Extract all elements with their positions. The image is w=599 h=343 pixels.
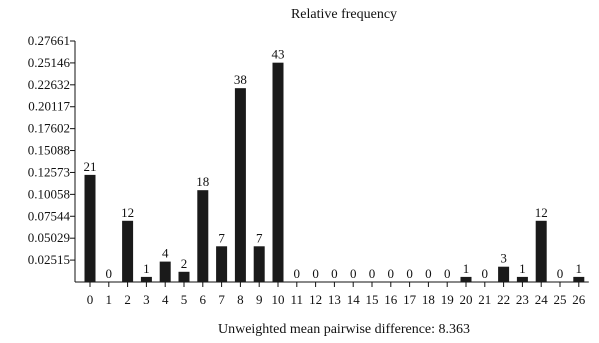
x-tick-label: 7 <box>218 292 225 307</box>
x-tick-label: 17 <box>403 292 417 307</box>
bar-count-label: 0 <box>557 266 564 281</box>
bar-count-label: 0 <box>482 266 489 281</box>
y-axis: 0.02515 0.05029 0.07544 0.10058 0.12573 0.150… <box>28 33 76 282</box>
bar <box>573 276 585 282</box>
x-tick-label: 2 <box>124 292 131 307</box>
x-tick-label: 6 <box>200 292 207 307</box>
x-tick-label: 1 <box>106 292 113 307</box>
bar-count-label: 7 <box>256 230 263 245</box>
bar-count-label: 4 <box>162 246 169 261</box>
y-tick-label: 0.07544 <box>28 208 71 223</box>
bar-count-label: 0 <box>350 266 357 281</box>
bar <box>498 266 510 282</box>
bar-count-label: 0 <box>444 266 451 281</box>
x-tick-label: 19 <box>441 292 454 307</box>
bars <box>84 62 585 282</box>
bar-count-label: 12 <box>535 205 548 220</box>
x-tick-label: 0 <box>87 292 94 307</box>
bar-count-label: 1 <box>576 261 583 276</box>
bar-count-label: 43 <box>272 47 285 62</box>
bar <box>216 246 228 282</box>
bar-count-label: 0 <box>106 266 113 281</box>
x-tick-label: 23 <box>516 292 529 307</box>
bar-count-label: 0 <box>425 266 432 281</box>
x-tick-label: 4 <box>162 292 169 307</box>
bar <box>516 276 528 282</box>
bar <box>535 220 547 282</box>
bar-count-label: 18 <box>196 174 209 189</box>
x-tick-label: 24 <box>535 292 549 307</box>
x-tick-label: 18 <box>422 292 435 307</box>
x-axis-label: Unweighted mean pairwise difference: 8.3… <box>218 322 470 337</box>
x-tick-label: 9 <box>256 292 263 307</box>
bar-count-label: 0 <box>294 266 301 281</box>
bar <box>178 271 190 282</box>
x-axis: 0 1 2 3 4 5 6 7 8 9 10 11 12 13 14 15 16 17 18 19 20 21 22 23 24… <box>75 281 589 307</box>
bar <box>159 261 171 282</box>
bar <box>122 220 134 282</box>
x-tick-label: 11 <box>291 292 304 307</box>
bar <box>460 276 472 282</box>
chart-title: Relative frequency <box>291 7 397 22</box>
bar-count-label: 1 <box>463 261 470 276</box>
bar <box>234 88 246 282</box>
bar <box>84 174 96 282</box>
x-tick-label: 22 <box>497 292 510 307</box>
y-tick-label: 0.05029 <box>28 230 70 245</box>
bar-count-label: 38 <box>234 72 247 87</box>
bar-count-label: 3 <box>500 251 507 266</box>
y-tick-label: 0.12573 <box>28 164 70 179</box>
y-tick-label: 0.15088 <box>28 143 70 158</box>
x-tick-label: 26 <box>572 292 586 307</box>
x-tick-label: 21 <box>478 292 491 307</box>
y-tick-label: 0.10058 <box>28 186 70 201</box>
x-tick-label: 12 <box>309 292 322 307</box>
bar-count-label: 7 <box>218 230 225 245</box>
bar <box>272 62 284 282</box>
x-tick-label: 13 <box>328 292 341 307</box>
x-tick-label: 3 <box>143 292 150 307</box>
x-tick-label: 15 <box>366 292 379 307</box>
bar-count-label: 21 <box>84 159 97 174</box>
bar <box>140 276 152 282</box>
bar-count-label: 0 <box>406 266 413 281</box>
bar-count-label: 0 <box>388 266 395 281</box>
x-tick-label: 25 <box>554 292 567 307</box>
x-tick-label: 10 <box>272 292 285 307</box>
y-tick-label: 0.02515 <box>28 252 70 267</box>
bar-count-label: 12 <box>121 205 134 220</box>
x-tick-label: 5 <box>181 292 188 307</box>
x-tick-label: 20 <box>460 292 473 307</box>
bar-count-label: 1 <box>519 261 526 276</box>
bar-count-label: 0 <box>369 266 376 281</box>
y-tick-label: 0.17602 <box>28 121 70 136</box>
bar-count-label: 0 <box>312 266 319 281</box>
y-tick-label: 0.22632 <box>28 77 70 92</box>
bar-count-label: 1 <box>143 261 150 276</box>
bar <box>253 246 265 282</box>
bar-count-label: 2 <box>181 256 188 271</box>
bar <box>197 190 209 282</box>
x-tick-label: 8 <box>237 292 244 307</box>
y-tick-label: 0.27661 <box>28 33 70 48</box>
y-tick-label: 0.25146 <box>28 55 71 70</box>
bar-count-label: 0 <box>331 266 338 281</box>
x-tick-label: 14 <box>347 292 361 307</box>
x-tick-label: 16 <box>384 292 398 307</box>
y-tick-label: 0.20117 <box>28 99 70 114</box>
